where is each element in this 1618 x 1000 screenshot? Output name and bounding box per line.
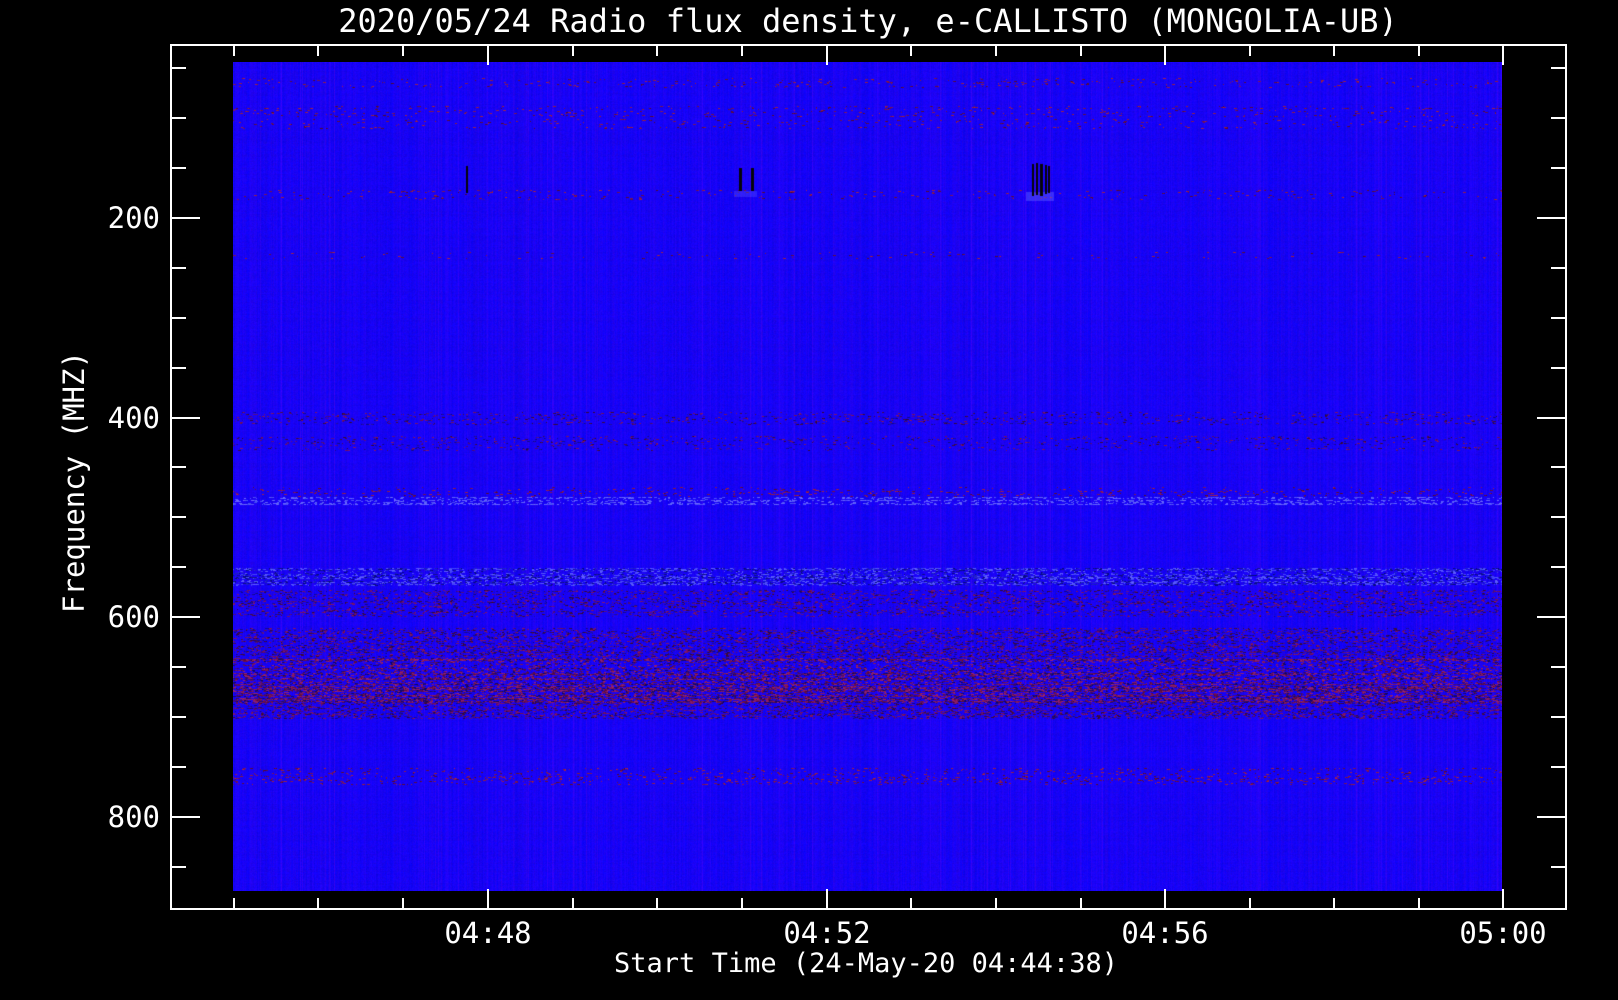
x-minor-tick xyxy=(910,46,912,56)
x-minor-tick xyxy=(572,898,574,908)
y-minor-tick xyxy=(1551,117,1565,119)
y-major-tick xyxy=(1537,417,1565,419)
y-tick-label: 800 xyxy=(107,800,160,834)
y-minor-tick xyxy=(172,766,186,768)
x-major-tick xyxy=(487,889,489,908)
y-minor-tick xyxy=(1551,317,1565,319)
y-major-tick xyxy=(172,417,200,419)
y-tick-label: 600 xyxy=(107,600,160,634)
y-minor-tick xyxy=(172,566,186,568)
x-minor-tick xyxy=(741,46,743,56)
y-minor-tick xyxy=(1551,566,1565,568)
y-major-tick xyxy=(172,217,200,219)
y-tick-label: 400 xyxy=(107,401,160,435)
x-minor-tick xyxy=(233,898,235,908)
spectrogram-image xyxy=(233,62,1502,891)
y-minor-tick xyxy=(172,67,186,69)
y-minor-tick xyxy=(1551,516,1565,518)
y-major-tick xyxy=(1537,217,1565,219)
y-minor-tick xyxy=(172,516,186,518)
x-major-tick xyxy=(487,46,489,65)
x-minor-tick xyxy=(1080,898,1082,908)
y-major-tick xyxy=(1537,816,1565,818)
y-minor-tick xyxy=(172,866,186,868)
x-major-tick xyxy=(826,889,828,908)
x-minor-tick xyxy=(656,898,658,908)
x-minor-tick xyxy=(1333,46,1335,56)
x-major-tick xyxy=(826,46,828,65)
y-minor-tick xyxy=(1551,67,1565,69)
y-minor-tick xyxy=(1551,716,1565,718)
x-minor-tick xyxy=(317,46,319,56)
x-major-tick xyxy=(1502,46,1504,65)
x-minor-tick xyxy=(1418,46,1420,56)
x-axis-title: Start Time (24-May-20 04:44:38) xyxy=(614,948,1118,979)
x-minor-tick xyxy=(741,898,743,908)
y-minor-tick xyxy=(1551,367,1565,369)
x-tick-label: 04:52 xyxy=(783,916,871,950)
x-minor-tick xyxy=(233,46,235,56)
plot-frame xyxy=(170,44,1567,910)
x-minor-tick xyxy=(995,46,997,56)
y-minor-tick xyxy=(1551,267,1565,269)
x-tick-label: 04:56 xyxy=(1121,916,1209,950)
x-major-tick xyxy=(1164,889,1166,908)
y-minor-tick xyxy=(1551,766,1565,768)
x-minor-tick xyxy=(656,46,658,56)
y-major-tick xyxy=(172,616,200,618)
y-minor-tick xyxy=(172,167,186,169)
y-minor-tick xyxy=(172,267,186,269)
y-minor-tick xyxy=(1551,866,1565,868)
y-minor-tick xyxy=(1551,167,1565,169)
y-minor-tick xyxy=(172,666,186,668)
x-minor-tick xyxy=(572,46,574,56)
y-tick-label: 200 xyxy=(107,201,160,235)
y-minor-tick xyxy=(1551,466,1565,468)
x-major-tick xyxy=(1164,46,1166,65)
x-minor-tick xyxy=(1080,46,1082,56)
y-major-tick xyxy=(1537,616,1565,618)
y-minor-tick xyxy=(172,716,186,718)
y-major-tick xyxy=(172,816,200,818)
x-minor-tick xyxy=(402,46,404,56)
x-minor-tick xyxy=(1418,898,1420,908)
y-minor-tick xyxy=(172,117,186,119)
y-minor-tick xyxy=(172,317,186,319)
x-minor-tick xyxy=(995,898,997,908)
y-axis-title: Frequency (MHZ) xyxy=(57,351,91,613)
x-minor-tick xyxy=(317,898,319,908)
y-minor-tick xyxy=(172,466,186,468)
x-minor-tick xyxy=(1249,46,1251,56)
x-minor-tick xyxy=(1333,898,1335,908)
x-tick-label: 05:00 xyxy=(1459,916,1547,950)
x-minor-tick xyxy=(402,898,404,908)
chart-title: 2020/05/24 Radio flux density, e-CALLIST… xyxy=(338,2,1398,40)
y-minor-tick xyxy=(172,367,186,369)
x-major-tick xyxy=(1502,889,1504,908)
x-minor-tick xyxy=(910,898,912,908)
y-minor-tick xyxy=(1551,666,1565,668)
x-minor-tick xyxy=(1249,898,1251,908)
x-tick-label: 04:48 xyxy=(444,916,532,950)
